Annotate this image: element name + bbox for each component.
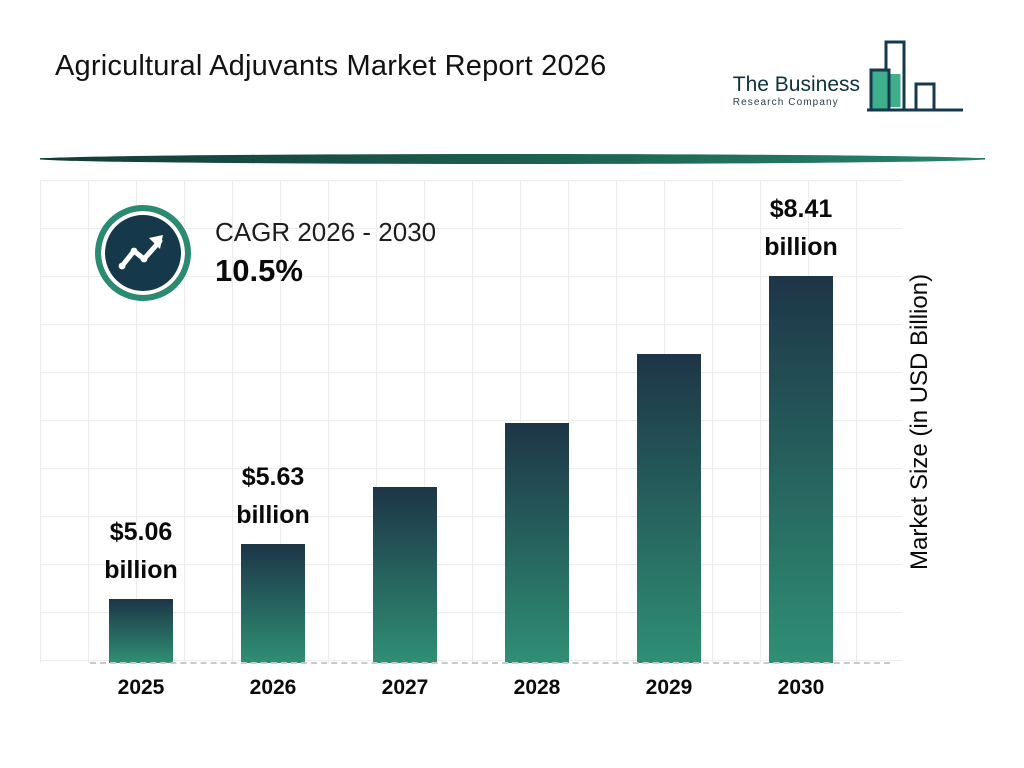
bar-2030 [769,276,833,663]
bar-chart-logo-icon [867,40,963,112]
company-logo-line2: Research Company [732,97,839,108]
bar-2025 [109,599,173,663]
cagr-circle [95,205,191,301]
bar-2027 [373,487,437,663]
value-label-2030: $8.41 billion [764,195,838,261]
bar-group-2030: $8.41 billion [745,191,857,663]
bars-container: $5.06 billion $5.63 billion $8.41 billion [40,180,902,663]
x-axis-labels: 2025 2026 2027 2028 2029 2030 [40,676,902,700]
bar-group-2028 [481,423,593,663]
x-axis-label-2028: 2028 [513,676,561,699]
x-axis-label-2029: 2029 [645,676,693,699]
bar-group-2027 [349,487,461,663]
cagr-text: CAGR 2026 - 2030 10.5% [215,217,436,289]
cagr-value: 10.5% [215,253,303,288]
bar-2028 [505,423,569,663]
x-axis-label-2025: 2025 [117,676,165,699]
cagr-label: CAGR 2026 - 2030 [215,217,437,247]
bar-2026 [241,544,305,663]
chart-baseline [90,662,890,664]
y-axis-label: Market Size (in USD Billion) [906,273,933,570]
company-logo: The Business Research Company [733,38,966,118]
trend-up-icon [118,235,163,270]
company-logo-line1: The Business [732,72,860,96]
value-label-2025: $5.06 billion [104,518,178,584]
x-axis-label-2030: 2030 [777,676,825,699]
bar-group-2025: $5.06 billion [85,514,197,663]
value-label-2026: $5.63 billion [236,463,310,529]
page-title: Agricultural Adjuvants Market Report 202… [55,50,607,82]
divider-line [40,154,985,164]
bar-2029 [637,354,701,663]
company-logo-text: The Business Research Company [733,73,860,118]
bar-group-2026: $5.63 billion [217,459,329,663]
bar-group-2029 [613,354,725,663]
x-axis-label-2026: 2026 [249,676,297,699]
x-axis-label-2027: 2027 [381,676,429,699]
cagr-badge: CAGR 2026 - 2030 10.5% [95,205,436,301]
